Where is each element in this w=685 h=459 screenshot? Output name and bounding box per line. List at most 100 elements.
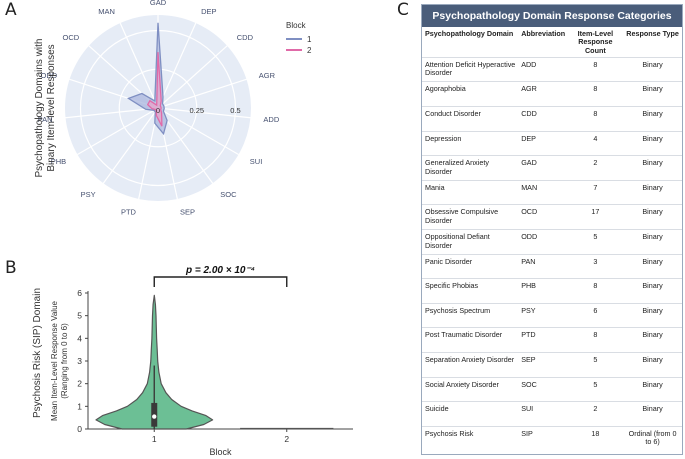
cell-type: Binary bbox=[622, 278, 682, 304]
cell-count: 2 bbox=[567, 401, 623, 427]
radar-axis-label: AGR bbox=[259, 71, 276, 80]
radar-axis-label: ODD bbox=[41, 71, 58, 80]
violin-chart: 0 1 2 3 4 5 6 1 2 Block Psychosis Risk (SIP) Domai… bbox=[32, 265, 353, 457]
radar-axis-label: GAD bbox=[150, 0, 167, 7]
cell-count: 8 bbox=[567, 56, 623, 82]
cell-abbreviation: OCD bbox=[518, 204, 568, 230]
cell-type: Binary bbox=[622, 401, 682, 427]
violin-outer-y-label: Psychosis Risk (SIP) Domain bbox=[32, 288, 43, 418]
radar-tick-label: 0.5 bbox=[230, 106, 240, 115]
table-row: Depression DEP 4 Binary bbox=[422, 130, 682, 156]
radar-axis-label: PHB bbox=[51, 157, 66, 166]
table-row: Separation Anxiety Disorder SEP 5 Binary bbox=[422, 351, 682, 378]
table-row: Psychosis Risk SIP 18 Ordinal (from 0 to 6) bbox=[422, 425, 682, 451]
cell-abbreviation: PHB bbox=[518, 278, 568, 304]
cell-count: 18 bbox=[567, 425, 623, 451]
violin-y-tick-label: 0 bbox=[77, 424, 82, 434]
table-row: Oppositional Defiant Disorder ODD 5 Binary bbox=[422, 229, 682, 255]
violin-inner-y-label-2: (Ranging from 0 to 6) bbox=[60, 323, 69, 399]
cell-abbreviation: AGR bbox=[518, 81, 568, 107]
cell-abbreviation: DEP bbox=[518, 130, 568, 156]
cell-abbreviation: SOC bbox=[518, 376, 568, 402]
cell-type: Binary bbox=[622, 204, 682, 230]
cell-type: Binary bbox=[622, 81, 682, 107]
cell-domain: Social Anxiety Disorder bbox=[422, 376, 519, 402]
panel-label-b: B bbox=[5, 258, 17, 278]
violin-y-tick-label: 1 bbox=[77, 401, 82, 411]
cell-type: Binary bbox=[622, 302, 682, 328]
cell-domain: Specific Phobias bbox=[422, 278, 519, 304]
table-row: Social Anxiety Disorder SOC 5 Binary bbox=[422, 376, 682, 402]
cell-domain: Generalized Anxiety Disorder bbox=[422, 155, 519, 181]
table-row: Conduct Disorder CDD 8 Binary bbox=[422, 106, 682, 132]
violin-body-1 bbox=[95, 294, 214, 430]
violin-median-1 bbox=[152, 414, 157, 419]
table-row: Suicide SUI 2 Binary bbox=[422, 401, 682, 427]
cell-domain: Depression bbox=[422, 130, 519, 156]
cell-count: 17 bbox=[567, 204, 623, 230]
panel-label-a: A bbox=[5, 0, 17, 20]
violin-inner-y-label-1: Mean Item-Level Response Value bbox=[50, 300, 59, 420]
radar-legend-label-1: 1 bbox=[307, 35, 312, 44]
cell-abbreviation: PSY bbox=[518, 302, 568, 328]
table-row: Obsessive Compulsive Disorder OCD 17 Binary bbox=[422, 204, 682, 230]
cell-domain: Conduct Disorder bbox=[422, 106, 519, 132]
cell-domain: Separation Anxiety Disorder bbox=[422, 351, 519, 378]
table-row: Mania MAN 7 Binary bbox=[422, 179, 682, 205]
cell-domain: Post Traumatic Disorder bbox=[422, 327, 519, 353]
radar-axis-label: PTD bbox=[121, 208, 137, 217]
violin-y-tick-label: 3 bbox=[77, 356, 82, 366]
cell-count: 6 bbox=[567, 302, 623, 328]
radar-chart: GAD DEP CDD AGR ADD SUI SOC SEP PTD PSY PHB PAN ODD O… bbox=[34, 0, 312, 217]
radar-spoke bbox=[157, 107, 251, 119]
cell-domain: Panic Disorder bbox=[422, 253, 519, 279]
header-response-count: Item-Level Response Count bbox=[577, 29, 614, 55]
table-title: Psychopathology Domain Response Categori… bbox=[422, 5, 682, 27]
table-header-row: Psychopathology Domain Abbreviation Item… bbox=[422, 27, 682, 57]
cell-count: 8 bbox=[567, 278, 623, 304]
radar-axis-label: PAN bbox=[38, 115, 53, 124]
cell-count: 2 bbox=[567, 155, 623, 181]
radar-axis-label: DEP bbox=[201, 7, 216, 16]
table-row: Agoraphobia AGR 8 Binary bbox=[422, 81, 682, 107]
cell-abbreviation: SEP bbox=[518, 351, 568, 378]
cell-type: Binary bbox=[622, 376, 682, 402]
cell-domain: Obsessive Compulsive Disorder bbox=[422, 204, 519, 230]
radar-axis-label: SEP bbox=[180, 208, 195, 217]
cell-count: 7 bbox=[567, 179, 623, 205]
violin-y-tick-label: 2 bbox=[77, 379, 82, 389]
radar-spoke bbox=[77, 107, 159, 156]
radar-axis-label: MAN bbox=[98, 7, 115, 16]
radar-spoke bbox=[157, 22, 197, 109]
cell-domain: Psychosis Spectrum bbox=[422, 302, 519, 328]
cell-abbreviation: SUI bbox=[518, 401, 568, 427]
cell-count: 8 bbox=[567, 106, 623, 132]
radar-spoke bbox=[102, 107, 159, 184]
violin-x-tick-label: 1 bbox=[152, 434, 157, 444]
violin-y-tick-label: 5 bbox=[77, 311, 82, 321]
table-row: Generalized Anxiety Disorder GAD 2 Binary bbox=[422, 155, 682, 181]
cell-count: 8 bbox=[567, 81, 623, 107]
header-domain: Psychopathology Domain bbox=[425, 29, 514, 38]
cell-count: 8 bbox=[567, 327, 623, 353]
cell-type: Binary bbox=[622, 327, 682, 353]
cell-type: Ordinal (from 0 to 6) bbox=[622, 425, 682, 451]
header-abbreviation: Abbreviation bbox=[521, 29, 566, 38]
cell-domain: Attention Deficit Hyperactive Disorder bbox=[422, 56, 519, 82]
table-row: Panic Disorder PAN 3 Binary bbox=[422, 253, 682, 279]
cell-abbreviation: SIP bbox=[518, 425, 568, 451]
table-row: Specific Phobias PHB 8 Binary bbox=[422, 278, 682, 304]
radar-spoke bbox=[65, 107, 159, 119]
significance-bracket bbox=[153, 276, 288, 287]
significance-p-value: p = 2.00 × 10⁻⁴ bbox=[185, 265, 255, 276]
cell-abbreviation: PAN bbox=[518, 253, 568, 279]
header-response-type: Response Type bbox=[626, 29, 679, 38]
cell-domain: Oppositional Defiant Disorder bbox=[422, 229, 519, 255]
radar-spoke bbox=[157, 78, 247, 109]
cell-domain: Psychosis Risk bbox=[422, 425, 519, 451]
domain-table-panel: Psychopathology Domain Response Categori… bbox=[421, 4, 683, 455]
cell-count: 3 bbox=[567, 253, 623, 279]
cell-abbreviation: ADD bbox=[518, 56, 568, 82]
cell-abbreviation: CDD bbox=[518, 106, 568, 132]
cell-type: Binary bbox=[622, 351, 682, 378]
